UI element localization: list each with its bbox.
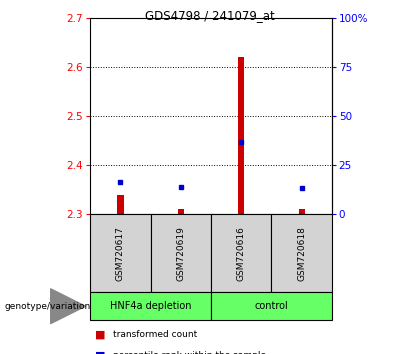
Text: HNF4a depletion: HNF4a depletion: [110, 301, 192, 311]
Bar: [118, 194, 123, 214]
Text: ■: ■: [94, 351, 105, 354]
Text: percentile rank within the sample: percentile rank within the sample: [113, 351, 267, 354]
Bar: [238, 57, 244, 214]
Text: GSM720617: GSM720617: [116, 225, 125, 281]
Text: ■: ■: [94, 330, 105, 339]
Text: GSM720618: GSM720618: [297, 225, 306, 281]
Bar: [299, 209, 304, 214]
Bar: [211, 214, 271, 292]
Text: GDS4798 / 241079_at: GDS4798 / 241079_at: [145, 9, 275, 22]
Bar: [90, 214, 151, 292]
Bar: [151, 214, 211, 292]
Text: control: control: [255, 301, 288, 311]
Text: GSM720619: GSM720619: [176, 225, 185, 281]
Bar: [271, 214, 332, 292]
Text: genotype/variation: genotype/variation: [4, 302, 90, 311]
Text: GSM720616: GSM720616: [237, 225, 246, 281]
Bar: [178, 209, 184, 214]
Bar: [90, 292, 211, 320]
Bar: [211, 292, 332, 320]
Text: transformed count: transformed count: [113, 330, 198, 339]
